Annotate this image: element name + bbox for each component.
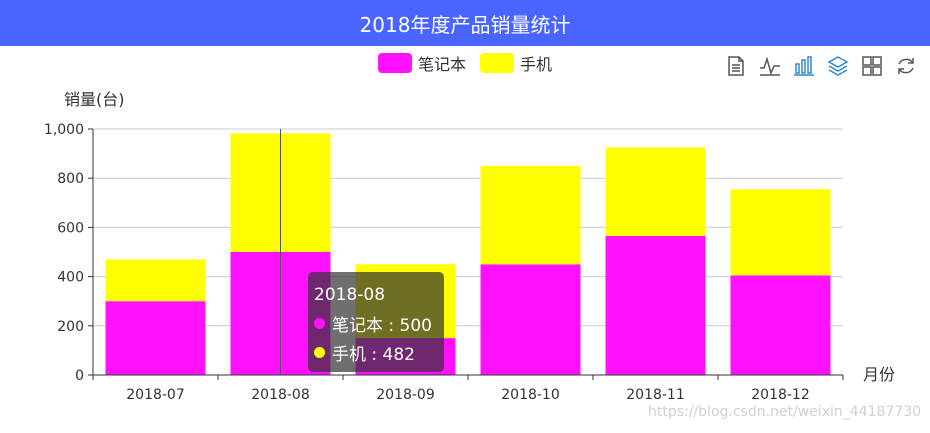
y-tick-label: 600 [57,220,84,236]
bar-notebook-2018-10[interactable] [480,264,581,375]
toolbox [724,54,918,78]
bar-notebook-2018-07[interactable] [105,301,206,375]
x-tick-label: 2018-10 [501,387,560,403]
legend-swatch-notebook [377,53,412,73]
axis-labels: 销量(台) 月份 [64,90,895,384]
y-tick-label: 0 [75,368,84,384]
legend-label-notebook: 笔记本 [417,55,466,74]
legend-swatch-phone [480,53,514,73]
watermark: https://blog.csdn.net/weixin_44187730 [648,404,922,420]
x-tick-label: 2018-11 [626,387,685,403]
y-tick-label: 200 [57,319,84,335]
x-axis-title: 月份 [863,365,895,384]
y-axis-title: 销量(台) [64,90,125,109]
tiled-icon[interactable] [860,54,884,78]
bar-phone-2018-11[interactable] [605,147,706,237]
restore-icon[interactable] [894,54,918,78]
tooltip-title: 2018-08 [314,284,386,305]
legend: 笔记本 手机 [0,51,930,75]
bar-notebook-2018-11[interactable] [605,236,706,375]
y-tick-label: 400 [57,270,84,286]
tooltip-row-phone: 手机 : 482 [314,338,438,367]
x-tick-label: 2018-07 [126,387,185,403]
tooltip-text-phone: 手机 : 482 [332,345,415,365]
bar-phone-2018-12[interactable] [730,189,831,276]
tooltip-dot-phone [314,347,325,358]
x-tick-label: 2018-12 [751,387,810,403]
grid-lines [93,128,843,327]
chart-title: 2018年度产品销量统计 [0,0,930,46]
legend-item-phone[interactable]: 手机 [480,51,552,75]
stack-icon[interactable] [826,54,850,78]
axes: 0 200 400 600 800 1,000 2018-07 2018-08 2018-09 2… [44,122,844,403]
legend-label-phone: 手机 [520,55,553,74]
tooltip-text-notebook: 笔记本 : 500 [332,316,432,336]
x-tick-label: 2018-09 [376,387,435,403]
tooltip-dot-notebook [314,318,325,329]
tooltip-row-notebook: 笔记本 : 500 [314,309,438,338]
bar-chart-icon[interactable] [792,54,816,78]
tooltip: 2018-08 笔记本 : 500 手机 : 482 [308,272,444,372]
bar-phone-2018-07[interactable] [105,259,206,302]
x-tick-label: 2018-08 [251,387,310,403]
bars [105,133,831,375]
bar-notebook-2018-12[interactable] [730,275,831,375]
bar-phone-2018-10[interactable] [480,165,581,265]
legend-item-notebook[interactable]: 笔记本 [377,51,466,75]
y-tick-label: 1,000 [44,122,84,138]
line-chart-icon[interactable] [758,54,782,78]
y-tick-label: 800 [57,171,84,187]
data-view-icon[interactable] [724,54,748,78]
